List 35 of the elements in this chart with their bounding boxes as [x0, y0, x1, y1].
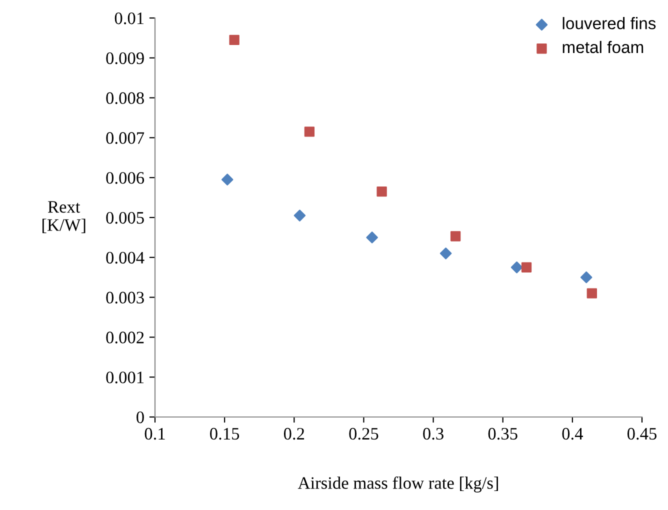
- x-tick-label: 0.2: [284, 428, 304, 440]
- y-tick-label: 0.001: [106, 372, 144, 384]
- point: [510, 261, 523, 274]
- y-tick-label: 0.004: [106, 252, 144, 264]
- x-tick-label: 0.45: [627, 428, 657, 440]
- y-tick-label: 0.003: [106, 292, 144, 304]
- y-tick-label: 0.01: [114, 12, 144, 24]
- y-tick-label: 0.009: [106, 52, 144, 64]
- y-tick-label: 0.008: [106, 92, 144, 104]
- x-tick-label: 0.25: [349, 428, 378, 440]
- y-tick-label: 0: [136, 411, 144, 424]
- x-tick-label: 0.1: [144, 428, 165, 440]
- y-axis-title: Rext [K/W]: [42, 201, 86, 234]
- x-axis-title: Airside mass flow rate [kg/s]: [298, 476, 498, 492]
- y-tick-label: 0.006: [106, 172, 144, 184]
- point: [440, 248, 452, 260]
- point: [221, 174, 234, 186]
- x-tick-label: 0.4: [562, 428, 584, 440]
- point: [450, 231, 461, 242]
- point: [229, 34, 240, 46]
- point: [586, 288, 597, 298]
- y-tick-label: 0.005: [106, 212, 144, 224]
- legend-label: metal foam: [562, 40, 644, 54]
- point: [521, 262, 532, 272]
- x-tick-label: 0.3: [423, 428, 444, 440]
- x-tick-label: 0.35: [488, 428, 518, 440]
- point: [580, 271, 592, 284]
- x-tick-label: 0.15: [210, 428, 240, 440]
- point: [304, 126, 315, 137]
- point: [294, 210, 306, 222]
- y-tick-label: 0.002: [106, 332, 144, 344]
- y-tick-label: 0.007: [106, 132, 144, 144]
- point: [366, 232, 378, 244]
- point: [376, 186, 387, 197]
- legend-label: louvered fins: [562, 17, 656, 30]
